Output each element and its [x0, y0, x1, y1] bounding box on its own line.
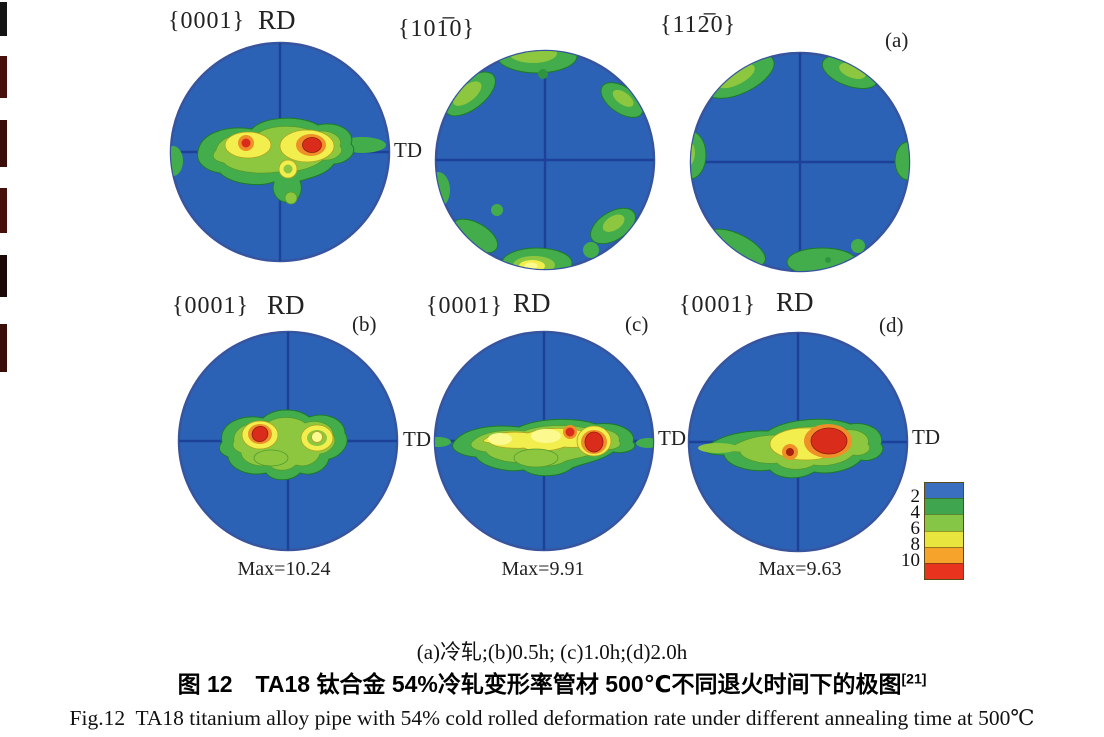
citation-reference: [21] [901, 670, 927, 687]
color-scale-band [925, 530, 963, 547]
contour-blobs [689, 333, 907, 551]
plane-label-a3: {112̅0} [660, 12, 737, 38]
scan-artifact [0, 324, 7, 372]
max-intensity-c: Max=9.91 [501, 558, 585, 580]
panel-key-caption: (a)冷轧;(b)0.5h; (c)1.0h;(d)2.0h [416, 640, 688, 664]
scan-artifact [0, 56, 7, 98]
legend-level-2: 2 [910, 486, 921, 507]
contour-blobs [171, 43, 389, 261]
color-scale-band [925, 498, 963, 515]
panel-marker-c: (c) [625, 312, 649, 336]
figure-caption-zh-text: 图 12 TA18 钛合金 54%冷轧变形率管材 500℃不同退火时间下的极图 [177, 671, 902, 697]
color-scale-band [925, 514, 963, 531]
plane-label-c: {0001} [426, 293, 504, 319]
legend-level-6: 6 [910, 518, 921, 539]
legend-level-10: 10 [901, 550, 920, 571]
td-axis-label-d: TD [912, 425, 940, 449]
color-scale-legend: 2 4 6 8 10 [894, 482, 1000, 580]
td-axis-label-a1: TD [394, 138, 422, 162]
scan-artifact [0, 188, 7, 233]
contour-blobs [435, 332, 653, 550]
max-intensity-b: Max=10.24 [237, 558, 331, 580]
rd-axis-label-b: RD [267, 290, 305, 320]
plane-label-a1: {0001} [168, 8, 246, 34]
legend-level-4: 4 [910, 502, 921, 523]
pole-figure-a-1010 [434, 49, 656, 271]
plane-label-d: {0001} [679, 292, 757, 318]
td-axis-label-b: TD [403, 427, 431, 451]
max-intensity-d: Max=9.63 [758, 558, 842, 580]
panel-marker-b: (b) [352, 312, 377, 336]
pole-figure-a-0001 [169, 41, 391, 263]
pole-figure-d-0001 [687, 331, 909, 553]
plane-label-a2: {101̅0} [398, 16, 476, 42]
panel-marker-a: (a) [885, 28, 909, 52]
plane-label-b: {0001} [172, 293, 250, 319]
legend-level-8: 8 [910, 534, 921, 555]
pole-figure-b-0001 [177, 330, 399, 552]
figure-caption-en: Fig.12 TA18 titanium alloy pipe with 54%… [69, 706, 1035, 730]
scan-artifact [0, 120, 7, 167]
scan-artifact [0, 2, 7, 36]
td-axis-label-c: TD [658, 426, 686, 450]
color-scale-band [925, 546, 963, 563]
figure-caption-zh: 图 12 TA18 钛合金 54%冷轧变形率管材 500℃不同退火时间下的极图[… [0, 665, 1104, 699]
contour-blobs [436, 51, 654, 269]
scan-artifact [0, 255, 7, 297]
rd-axis-label-a1: RD [258, 5, 296, 35]
pole-figure-a-1120 [689, 51, 911, 273]
color-scale-band [925, 562, 963, 580]
contour-blobs [179, 332, 397, 550]
color-scale-band [925, 483, 963, 499]
panel-marker-d: (d) [879, 313, 904, 337]
color-scale-bar [924, 482, 964, 580]
rd-axis-label-d: RD [776, 287, 814, 317]
pole-figure-c-0001 [433, 330, 655, 552]
rd-axis-label-c: RD [513, 288, 551, 318]
